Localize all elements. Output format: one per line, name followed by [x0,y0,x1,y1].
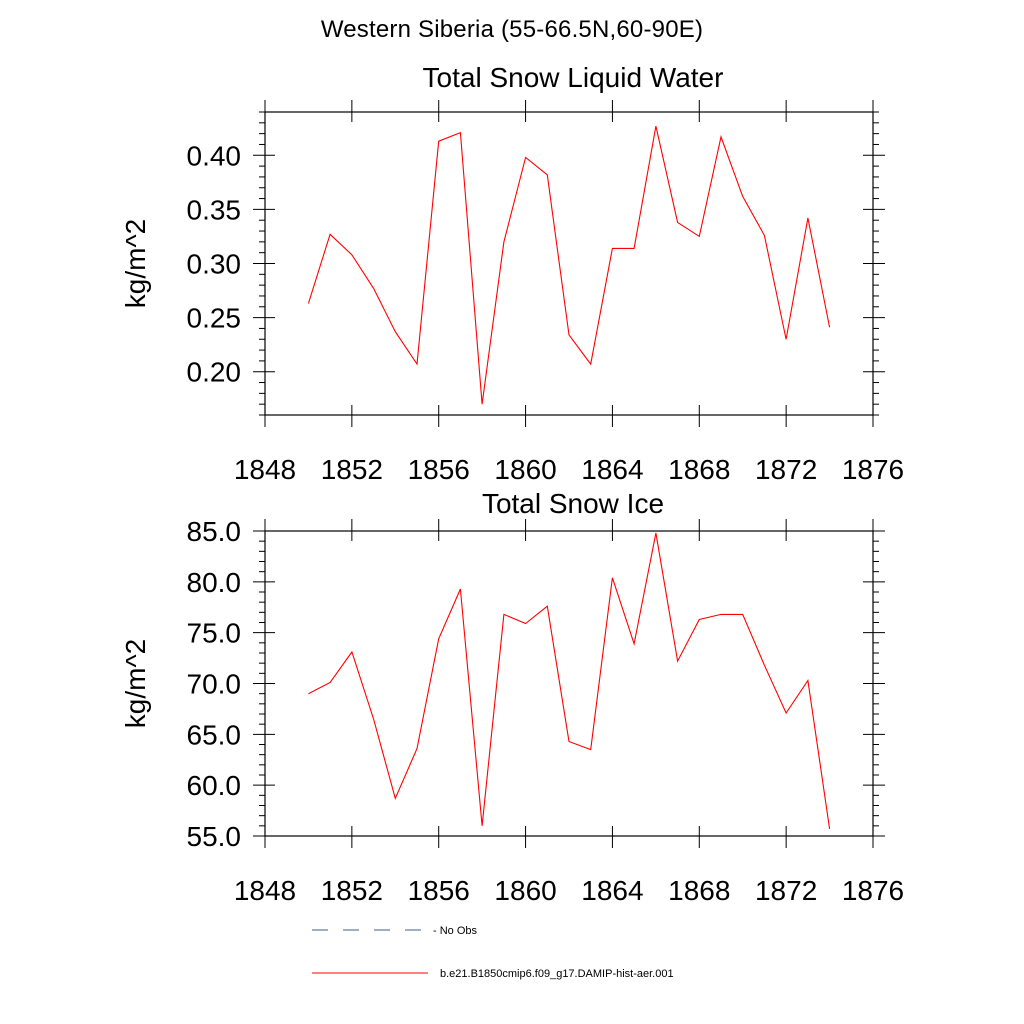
y-tick-label: 0.40 [187,140,242,171]
y-tick-label: 0.30 [187,249,242,280]
x-tick-label: 1876 [842,454,904,485]
chart-title: Total Snow Liquid Water [423,62,724,93]
chart-title: Total Snow Ice [482,488,664,519]
x-tick-label: 1852 [321,454,383,485]
y-axis-label: kg/m^2 [120,639,151,728]
y-tick-label: 55.0 [187,821,242,852]
y-tick-label: 60.0 [187,770,242,801]
x-tick-label: 1872 [755,875,817,906]
y-tick-label: 80.0 [187,567,242,598]
figure-title: Western Siberia (55-66.5N,60-90E) [320,16,704,43]
legend-item-no-obs: - No Obs [312,925,478,937]
x-tick-label: 1860 [494,454,556,485]
y-tick-label: 85.0 [187,516,242,547]
x-tick-label: 1856 [408,454,470,485]
chart-snow-liquid-water: Total Snow Liquid Water 1848 1852 1856 1860 1… [120,62,904,485]
y-tick-label: 0.35 [187,194,242,225]
legend: - No Obs b.e21.B1850cmip6.f09_g17.DAMIP-h… [312,925,674,980]
legend-item-model: b.e21.B1850cmip6.f09_g17.DAMIP-hist-aer.… [312,968,674,980]
x-tick-label: 1856 [408,875,470,906]
y-tick-label: 65.0 [187,719,242,750]
plot-frame [264,530,874,837]
legend-label: - No Obs [433,925,478,937]
series-line [307,125,831,405]
x-tick-label: 1848 [234,454,296,485]
series-line [308,532,831,829]
y-axis-label: kg/m^2 [120,219,151,308]
x-tick-label: 1860 [494,875,556,906]
x-tick-label: 1876 [842,875,904,906]
y-tick-label: 0.25 [187,303,242,334]
y-tick-label: 0.20 [187,357,242,388]
plot-frame [264,111,874,416]
x-tick-label: 1872 [755,454,817,485]
chart-snow-ice: Total Snow Ice 1848 1852 1856 1860 1864 1868 18… [120,488,904,906]
x-tick-label: 1852 [321,875,383,906]
legend-label: b.e21.B1850cmip6.f09_g17.DAMIP-hist-aer.… [440,968,674,980]
x-tick-label: 1868 [668,875,730,906]
y-tick-label: 75.0 [187,618,242,649]
x-tick-label: 1864 [581,875,643,906]
x-tick-label: 1864 [581,454,643,485]
x-tick-label: 1848 [234,875,296,906]
y-tick-label: 70.0 [187,669,242,700]
x-tick-label: 1868 [668,454,730,485]
